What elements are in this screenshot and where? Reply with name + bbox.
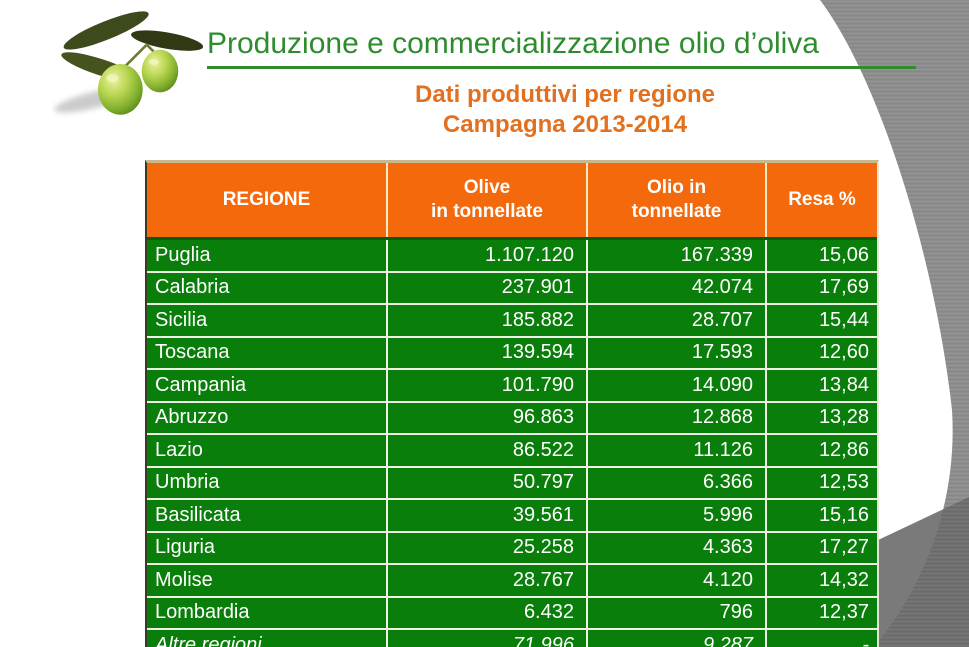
cell-olio: 4.120: [588, 565, 767, 596]
table-row-altre-regioni: Altre regioni 71.996 9.287 -: [147, 628, 877, 647]
olive-leaf: [63, 11, 149, 50]
cell-region: Liguria: [147, 532, 388, 563]
cell-olio: 42.074: [588, 272, 767, 303]
cell-region: Abruzzo: [147, 402, 388, 433]
subtitle-line2: Campagna 2013-2014: [442, 111, 688, 138]
cell-region: Campania: [147, 370, 388, 401]
cell-region: Basilicata: [147, 500, 388, 531]
cell-olive: 6.432: [388, 597, 588, 628]
cell-olive: 101.790: [388, 370, 588, 401]
cell-resa: 15,06: [818, 243, 869, 266]
table-row-campania: Campania 101.790 14.090 13,84: [147, 368, 877, 401]
table-row-calabria: Calabria 237.901 42.074 17,69: [147, 270, 877, 303]
cell-olive: 1.107.120: [388, 240, 588, 271]
cell-resa: -: [862, 633, 869, 647]
table-row-abruzzo: Abruzzo 96.863 12.868 13,28: [147, 400, 877, 433]
cell-olio: 167.339: [588, 240, 767, 271]
cell-region: Umbria: [147, 467, 388, 498]
slide-title: Produzione e commercializzazione olio d’…: [207, 27, 819, 60]
table-row-lazio: Lazio 86.522 11.126 12,86: [147, 433, 877, 466]
cell-olio: 17.593: [588, 337, 767, 368]
cell-olive: 139.594: [388, 337, 588, 368]
cell-olio: 4.363: [588, 532, 767, 563]
table-row-toscana: Toscana 139.594 17.593 12,60: [147, 335, 877, 368]
band-texture: [820, 0, 969, 647]
olive-highlight: [106, 74, 119, 83]
region-production-table: REGIONE Olive in tonnellate Olio in tonn…: [145, 160, 879, 647]
cell-olio: 11.126: [588, 435, 767, 466]
cell-resa: 17,69: [818, 276, 869, 299]
cell-region: Molise: [147, 565, 388, 596]
table-row-sicilia: Sicilia 185.882 28.707 15,44: [147, 303, 877, 336]
header-olive: Olive in tonnellate: [388, 163, 588, 237]
header-regione: REGIONE: [147, 163, 388, 237]
cell-olive: 96.863: [388, 402, 588, 433]
cell-resa: 12,60: [818, 341, 869, 364]
table-row-lombardia: Lombardia 6.432 796 12,37: [147, 595, 877, 628]
cell-resa: 13,84: [818, 373, 869, 396]
table-row-umbria: Umbria 50.797 6.366 12,53: [147, 465, 877, 498]
table-row-molise: Molise 28.767 4.120 14,32: [147, 563, 877, 596]
olive-fruit: [98, 63, 143, 115]
cell-olio: 796: [588, 597, 767, 628]
cell-resa: 14,32: [818, 568, 869, 591]
cell-resa: 12,37: [818, 601, 869, 624]
header-olio-line2: tonnellate: [631, 201, 722, 222]
cell-region: Calabria: [147, 272, 388, 303]
cell-olive: 28.767: [388, 565, 588, 596]
olive-highlight: [148, 58, 159, 65]
cell-olive: 39.561: [388, 500, 588, 531]
table-row-puglia: Puglia 1.107.120 167.339 15,06: [147, 240, 877, 271]
cell-olio: 9.287: [588, 630, 767, 647]
cell-resa: 15,44: [818, 308, 869, 331]
cell-olive: 50.797: [388, 467, 588, 498]
cell-region: Sicilia: [147, 305, 388, 336]
table-row-basilicata: Basilicata 39.561 5.996 15,16: [147, 498, 877, 531]
table-header-row: REGIONE Olive in tonnellate Olio in tonn…: [147, 163, 877, 240]
cell-region: Toscana: [147, 337, 388, 368]
cell-region: Altre regioni: [147, 630, 388, 647]
cell-olio: 5.996: [588, 500, 767, 531]
cell-resa: 17,27: [818, 536, 869, 559]
cell-olive: 86.522: [388, 435, 588, 466]
olive-leaf: [131, 30, 204, 51]
olive-fruit: [141, 49, 179, 93]
cell-region: Lazio: [147, 435, 388, 466]
cell-resa: 13,28: [818, 406, 869, 429]
cell-olive: 25.258: [388, 532, 588, 563]
header-olive-line1: Olive: [463, 177, 511, 198]
header-resa: Resa %: [788, 189, 856, 210]
olive-branch-image: [54, 11, 204, 115]
cell-resa: 15,16: [818, 503, 869, 526]
cell-region: Lombardia: [147, 597, 388, 628]
cell-olive: 237.901: [388, 272, 588, 303]
header-olio: Olio in tonnellate: [588, 163, 767, 237]
cell-olio: 12.868: [588, 402, 767, 433]
title-underline: [207, 66, 916, 69]
cell-region: Puglia: [147, 240, 388, 271]
cell-olive: 185.882: [388, 305, 588, 336]
slide-subtitle: Dati produttivi per regione Campagna 201…: [245, 80, 885, 140]
cell-olio: 6.366: [588, 467, 767, 498]
table-row-liguria: Liguria 25.258 4.363 17,27: [147, 530, 877, 563]
header-olio-line1: Olio in: [646, 177, 707, 198]
cell-olio: 28.707: [588, 305, 767, 336]
cell-resa: 12,53: [818, 471, 869, 494]
subtitle-line1: Dati produttivi per regione: [414, 81, 716, 108]
cell-resa: 12,86: [818, 438, 869, 461]
cell-olive: 71.996: [388, 630, 588, 647]
cell-olio: 14.090: [588, 370, 767, 401]
header-olive-line2: in tonnellate: [431, 201, 543, 222]
